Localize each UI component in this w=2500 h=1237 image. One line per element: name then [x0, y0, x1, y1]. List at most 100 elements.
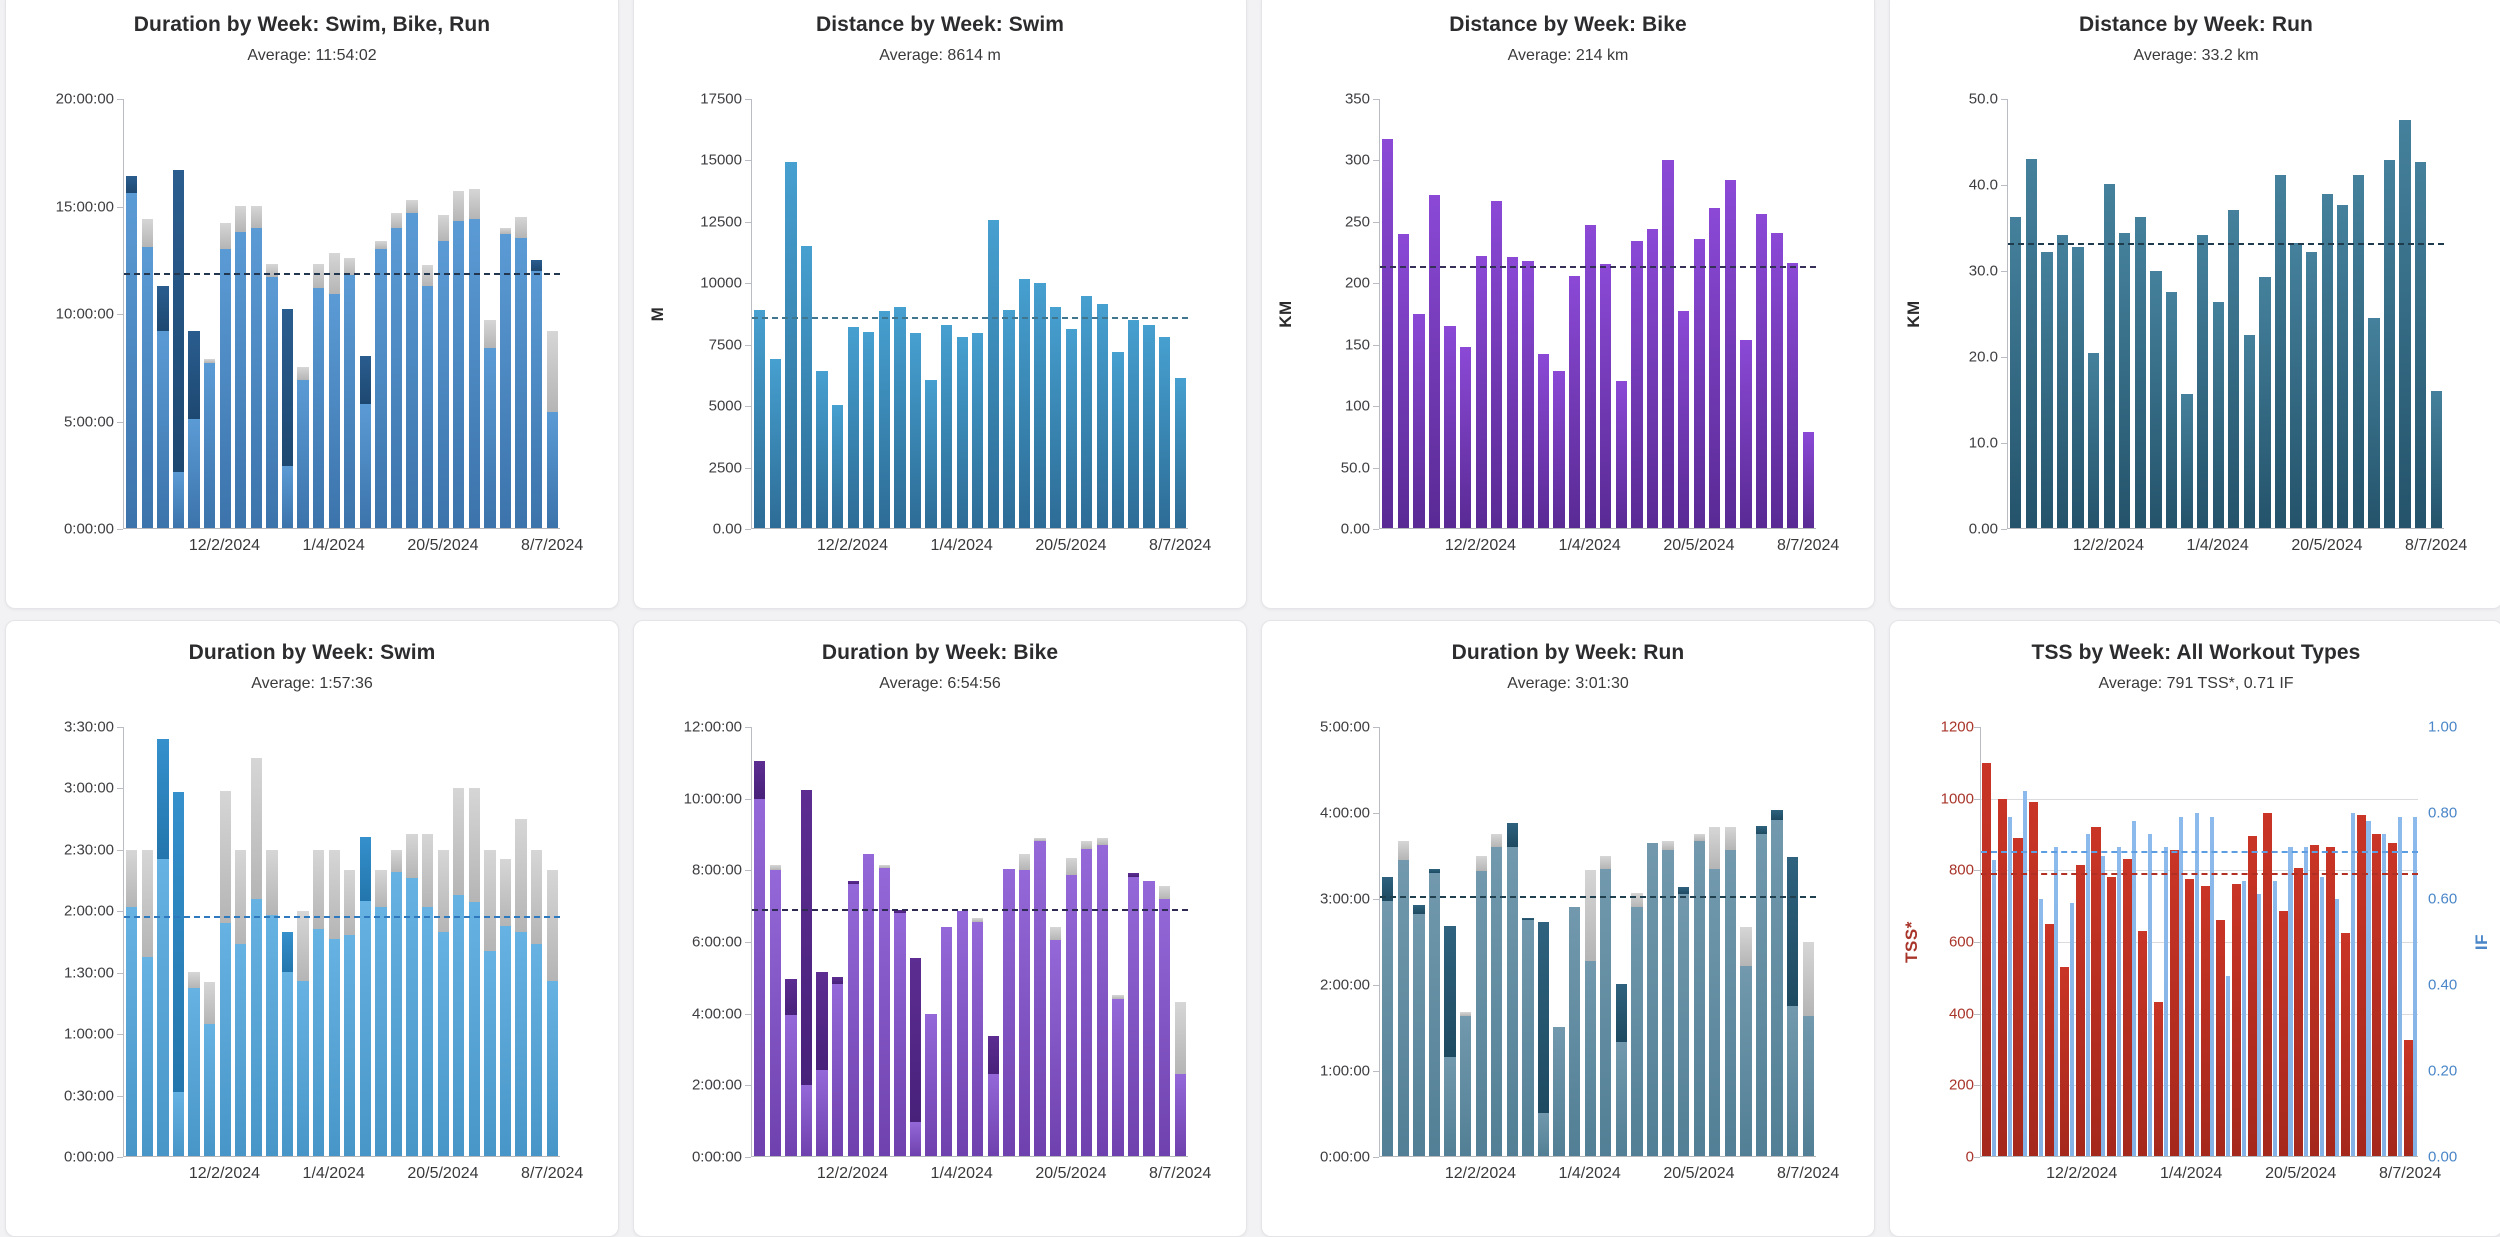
bar-segment-g	[546, 330, 558, 413]
bar-segment	[1397, 233, 1409, 528]
chart-subtitle: Average: 214 km	[1507, 47, 1629, 64]
chart-subtitle: Average: 33.2 km	[2133, 47, 2259, 64]
bar-week-14	[956, 99, 968, 528]
y-axis-tickmark	[2001, 271, 2007, 272]
bar-segment	[2134, 217, 2146, 528]
y-axis-tick: 0:00:00	[1319, 1148, 1370, 1166]
bar-segment-m	[1475, 871, 1487, 1156]
y-axis-tickmark	[1373, 160, 1379, 162]
tss-bar-week-22	[2309, 844, 2320, 1156]
bar-segment	[1050, 307, 1062, 528]
y-axis-tick: 10:00:00	[683, 790, 742, 808]
y-axis-tick: 200	[1344, 274, 1370, 292]
bar-week-10	[1522, 727, 1534, 1156]
bar-segment-m	[422, 285, 434, 528]
bar-segment	[2415, 161, 2427, 528]
bar-week-27	[1159, 99, 1171, 528]
bar-week-19	[406, 99, 418, 528]
bar-week-15	[344, 727, 356, 1156]
bar-segment-g	[266, 264, 278, 278]
bar-week-4	[172, 99, 185, 528]
bar-week-22	[1081, 99, 1093, 528]
bar-segment-m	[1159, 898, 1171, 1156]
bar-week-1	[2010, 99, 2022, 528]
y-axis-tickmark	[2001, 529, 2007, 530]
bar-segment-g	[1034, 837, 1046, 842]
bar-week-8	[863, 727, 875, 1156]
tss-bar-week-21	[2294, 868, 2304, 1156]
bar-segment	[1724, 179, 1736, 528]
bar-segment	[1600, 264, 1612, 528]
y-axis-tickmark	[117, 972, 123, 974]
y-axis-tick: 1:00:00	[1319, 1062, 1370, 1080]
y-axis-tickmark	[1373, 899, 1379, 900]
bar-segment-g	[499, 859, 512, 926]
bar-segment-g	[126, 849, 138, 908]
bar-week-3	[157, 727, 169, 1156]
y-axis-tickmark	[745, 1085, 751, 1087]
bar-week-15	[1600, 727, 1612, 1156]
bar-segment-g	[1662, 841, 1674, 850]
bar-segment-d	[1413, 904, 1425, 915]
y-axis-tickmark	[745, 727, 751, 728]
bar-week-15	[972, 727, 984, 1156]
if-axis-tick: 0.20	[2428, 1062, 2458, 1080]
tss-bar-week-19	[2263, 812, 2273, 1156]
bar-week-3	[785, 99, 797, 528]
y-axis-tickmark	[2001, 185, 2007, 186]
bar-week-19	[2290, 99, 2302, 528]
bar-segment-m	[359, 901, 371, 1156]
y-axis-tickmark	[1373, 727, 1379, 728]
chart-plot-duration-run: 0:00:00 1:00:00 2:00:00 3:00:00 4:00:00 5:00:…	[1262, 621, 1874, 1236]
y-axis-tick: 0.00	[1340, 520, 1370, 538]
bar-segment	[1584, 225, 1596, 528]
tss-bar-week-1	[1982, 762, 1992, 1156]
bar-segment-g	[250, 757, 262, 899]
bar-week-14	[2212, 99, 2224, 528]
bar-segment-d	[188, 330, 200, 419]
bar-segment-g	[328, 849, 340, 940]
bar-segment-m	[1018, 870, 1031, 1156]
bar-week-17	[2259, 99, 2271, 528]
bar-week-13	[313, 727, 325, 1156]
bar-segment-m	[531, 943, 543, 1156]
bar-segment-d	[172, 791, 185, 1093]
bar-segment-g	[406, 199, 418, 213]
y-axis-tickmark	[1974, 798, 1980, 800]
y-axis-tick: 5:00:00	[1319, 718, 1370, 736]
bar-week-24	[2368, 99, 2380, 528]
bar-week-25	[499, 99, 512, 528]
bar-week-20	[1050, 99, 1062, 528]
bar-segment-g	[422, 265, 434, 286]
bar-week-6	[832, 727, 844, 1156]
bar-week-19	[1662, 99, 1674, 528]
chart-card-duration-swim: Duration by Week: Swim Average: 1:57:36 …	[5, 620, 619, 1237]
bar-week-21	[1065, 99, 1077, 528]
bar-week-28	[1802, 99, 1814, 528]
chart-card-distance-bike: Distance by Week: Bike Average: 214 km K…	[1261, 0, 1875, 609]
bar-week-2	[2025, 99, 2037, 528]
bar-week-8	[2119, 99, 2131, 528]
bar-week-16	[1615, 727, 1627, 1156]
bar-week-14	[1584, 727, 1596, 1156]
bar-week-16	[359, 727, 371, 1156]
bar-segment-g	[204, 358, 216, 363]
x-axis-tick: 12/2/2024	[1444, 1165, 1517, 1182]
bar-segment	[1382, 139, 1394, 528]
bar-segment-g	[344, 257, 356, 275]
tss-bar-week-3	[2013, 837, 2023, 1156]
bar-segment-m	[453, 894, 465, 1156]
bar-segment-m	[909, 1122, 922, 1156]
y-axis-label: KM	[1276, 300, 1295, 328]
plot-area	[123, 727, 560, 1157]
bar-segment-g	[453, 788, 465, 895]
bar-week-19	[406, 727, 418, 1156]
if-bar-week-2	[2007, 817, 2012, 1156]
y-axis-tick: 2:00:00	[1319, 976, 1370, 994]
chart-subtitle: Average: 3:01:30	[1507, 675, 1629, 692]
bar-week-20	[1678, 727, 1690, 1156]
bar-segment-g	[499, 227, 512, 235]
bar-segment-m	[188, 988, 200, 1156]
y-axis-tick: 17500	[700, 90, 742, 108]
bar-segment	[909, 333, 922, 528]
